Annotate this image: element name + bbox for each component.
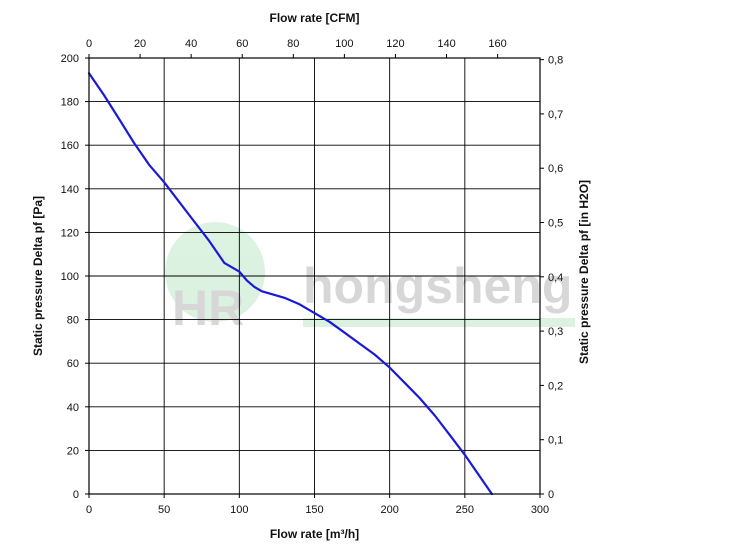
y2-tick-label: 0,4	[548, 272, 563, 284]
y-tick-label: 120	[61, 227, 79, 239]
y2-tick-label: 0,7	[548, 109, 563, 121]
watermark: HR hongsheng	[165, 222, 575, 336]
y-tick-label: 160	[61, 140, 79, 152]
x2-tick-label: 120	[386, 38, 404, 50]
y-tick-label: 100	[61, 271, 79, 283]
left-axis-title: Static pressure Delta pf [Pa]	[31, 196, 45, 356]
y2-tick-label: 0,3	[548, 326, 563, 338]
y-tick-label: 20	[67, 445, 79, 457]
x2-tick-label: 40	[185, 38, 197, 50]
x2-tick-label: 0	[86, 38, 92, 50]
x2-tick-label: 20	[134, 38, 146, 50]
y2-tick-label: 0,1	[548, 435, 563, 447]
x-tick-label: 0	[86, 504, 92, 516]
x-tick-label: 50	[158, 504, 170, 516]
y2-tick-label: 0,5	[548, 218, 563, 230]
grid	[89, 58, 540, 494]
y2-tick-label: 0,2	[548, 380, 563, 392]
y2-tick-label: 0,6	[548, 163, 563, 175]
right-axis-title: Static pressure Delta pf [in H2O]	[577, 180, 591, 364]
plot-frame	[88, 57, 541, 495]
top-axis-title: Flow rate [CFM]	[270, 11, 360, 25]
x-tick-label: 150	[305, 504, 323, 516]
watermark-text: hongsheng	[303, 258, 572, 314]
y-tick-label: 180	[61, 97, 79, 109]
series-line	[87, 72, 493, 496]
y2-tick-label: 0,8	[548, 55, 563, 67]
watermark-underline	[303, 318, 575, 327]
x2-tick-label: 60	[236, 38, 248, 50]
y-tick-label: 140	[61, 184, 79, 196]
series-layer	[87, 72, 493, 496]
x2-tick-label: 80	[287, 38, 299, 50]
y-tick-label: 80	[67, 315, 79, 327]
y-tick-label: 40	[67, 402, 79, 414]
x-tick-label: 300	[531, 504, 549, 516]
y-tick-label: 200	[61, 53, 79, 65]
y-tick-label: 0	[73, 489, 79, 501]
watermark-monogram: HR	[172, 280, 244, 336]
axis-ticks: 0 50 100 150 200 250 3000204060801001201401601…	[61, 38, 564, 516]
y2-tick-label: 0	[548, 489, 554, 501]
x2-tick-label: 100	[335, 38, 353, 50]
x-tick-label: 200	[380, 504, 398, 516]
watermark-logo-circle	[165, 222, 265, 322]
bottom-axis-title: Flow rate [m³/h]	[270, 527, 359, 541]
x2-tick-label: 140	[437, 38, 455, 50]
y-tick-label: 60	[67, 358, 79, 370]
x-tick-label: 100	[230, 504, 248, 516]
x2-tick-label: 160	[488, 38, 506, 50]
x-tick-label: 250	[456, 504, 474, 516]
